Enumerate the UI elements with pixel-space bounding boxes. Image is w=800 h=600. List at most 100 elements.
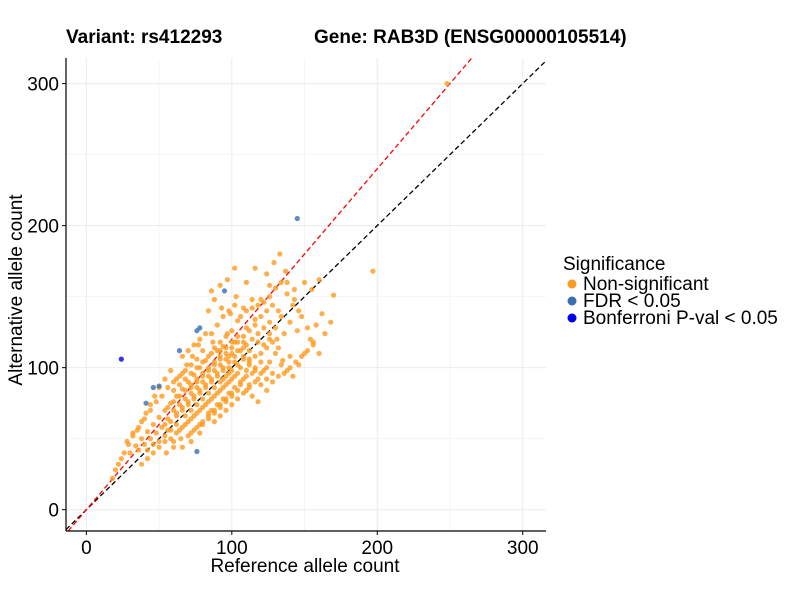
point-non-significant bbox=[214, 322, 220, 328]
point-non-significant bbox=[319, 311, 325, 317]
x-axis-ticks: 0 100 200 300 bbox=[81, 531, 539, 559]
point-non-significant bbox=[162, 438, 168, 445]
point-non-significant bbox=[153, 399, 159, 405]
point-non-significant bbox=[171, 387, 177, 393]
point-non-significant bbox=[243, 342, 249, 348]
point-fdr-0-05 bbox=[194, 328, 200, 334]
legend: Significance Non-significant FDR < 0.05 … bbox=[563, 254, 778, 329]
point-non-significant bbox=[200, 396, 206, 402]
point-non-significant bbox=[194, 365, 200, 371]
point-non-significant bbox=[156, 438, 162, 445]
point-non-significant bbox=[217, 413, 223, 419]
point-non-significant bbox=[261, 299, 267, 305]
legend-label-non-significant: Non-significant bbox=[583, 274, 709, 295]
point-non-significant bbox=[290, 373, 296, 379]
point-non-significant bbox=[197, 387, 203, 393]
point-non-significant bbox=[269, 370, 276, 376]
point-non-significant bbox=[182, 376, 188, 382]
point-non-significant bbox=[235, 370, 241, 376]
point-non-significant bbox=[176, 393, 183, 399]
point-non-significant bbox=[165, 384, 171, 391]
point-non-significant bbox=[271, 259, 277, 266]
point-non-significant bbox=[191, 393, 197, 399]
point-non-significant bbox=[211, 384, 217, 391]
point-non-significant bbox=[182, 387, 188, 393]
point-non-significant bbox=[195, 342, 201, 348]
point-non-significant bbox=[255, 331, 261, 337]
point-non-significant bbox=[165, 404, 171, 410]
point-non-significant bbox=[264, 308, 270, 314]
point-non-significant bbox=[220, 365, 226, 371]
point-non-significant bbox=[115, 461, 121, 467]
point-non-significant bbox=[284, 291, 290, 297]
point-non-significant bbox=[179, 444, 185, 450]
point-non-significant bbox=[144, 447, 151, 453]
point-non-significant bbox=[240, 390, 247, 396]
point-non-significant bbox=[208, 376, 215, 382]
point-non-significant bbox=[246, 384, 252, 391]
point-non-significant bbox=[159, 393, 165, 399]
y-axis-title: Alternative allele count bbox=[6, 194, 27, 386]
point-non-significant bbox=[252, 265, 258, 271]
point-non-significant bbox=[223, 345, 229, 351]
point-non-significant bbox=[147, 402, 153, 408]
point-non-significant bbox=[173, 421, 180, 428]
point-fdr-0-05 bbox=[221, 288, 228, 294]
point-non-significant bbox=[200, 370, 206, 376]
point-non-significant bbox=[210, 339, 216, 345]
point-non-significant bbox=[272, 325, 279, 331]
point-non-significant bbox=[162, 421, 168, 428]
point-non-significant bbox=[229, 328, 235, 334]
point-non-significant bbox=[217, 402, 223, 408]
point-non-significant bbox=[217, 282, 223, 288]
point-non-significant bbox=[194, 410, 200, 416]
point-non-significant bbox=[223, 407, 229, 413]
point-non-significant bbox=[184, 362, 190, 368]
chart-title-variant: Variant: rs412293 bbox=[66, 27, 222, 48]
point-non-significant bbox=[331, 292, 337, 298]
point-non-significant bbox=[229, 345, 235, 351]
point-non-significant bbox=[267, 331, 273, 337]
point-non-significant bbox=[144, 456, 151, 462]
point-non-significant bbox=[191, 342, 197, 348]
point-non-significant bbox=[272, 350, 279, 356]
point-non-significant bbox=[243, 279, 249, 285]
point-non-significant bbox=[226, 370, 232, 376]
point-non-significant bbox=[258, 313, 264, 320]
point-non-significant bbox=[267, 319, 273, 325]
point-non-significant bbox=[139, 461, 145, 467]
point-non-significant bbox=[200, 404, 206, 410]
point-non-significant bbox=[133, 443, 139, 449]
point-non-significant bbox=[141, 416, 148, 422]
point-non-significant bbox=[211, 419, 217, 425]
point-non-significant bbox=[370, 268, 376, 274]
point-non-significant bbox=[214, 370, 220, 376]
point-non-significant bbox=[267, 294, 273, 300]
point-non-significant bbox=[211, 359, 217, 365]
point-non-significant bbox=[316, 350, 322, 356]
point-non-significant bbox=[249, 393, 255, 399]
point-non-significant bbox=[109, 475, 116, 481]
point-fdr-0-05 bbox=[150, 384, 156, 391]
point-non-significant bbox=[310, 342, 316, 348]
point-non-significant bbox=[252, 322, 258, 328]
point-non-significant bbox=[217, 353, 223, 359]
point-non-significant bbox=[118, 456, 124, 462]
point-non-significant bbox=[243, 308, 249, 314]
point-non-significant bbox=[217, 387, 223, 393]
chart-title-gene: Gene: RAB3D (ENSG00000105514) bbox=[314, 27, 627, 48]
point-non-significant bbox=[171, 399, 177, 405]
point-non-significant bbox=[296, 308, 302, 314]
point-non-significant bbox=[233, 294, 239, 300]
point-non-significant bbox=[147, 436, 153, 442]
point-non-significant bbox=[261, 325, 267, 331]
point-non-significant bbox=[197, 430, 203, 436]
point-non-significant bbox=[220, 313, 226, 320]
point-non-significant bbox=[182, 413, 188, 419]
point-non-significant bbox=[173, 410, 180, 416]
point-non-significant bbox=[278, 279, 284, 285]
point-fdr-0-05 bbox=[176, 348, 183, 354]
point-non-significant bbox=[258, 350, 264, 356]
point-non-significant bbox=[226, 359, 232, 365]
point-non-significant bbox=[185, 348, 191, 354]
